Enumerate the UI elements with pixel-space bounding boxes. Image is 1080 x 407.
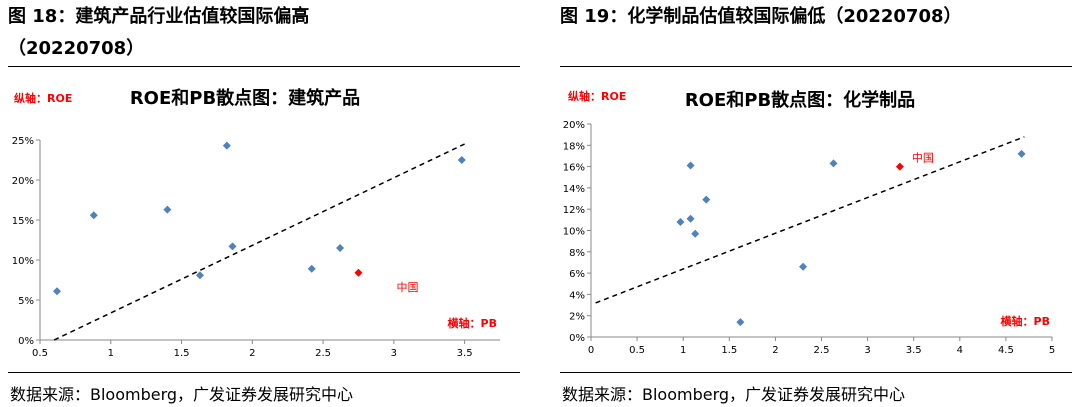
data-point [457,156,466,164]
x-tick-label: 2.5 [814,345,830,356]
y-tick-label: 0% [569,333,585,344]
china-point-label: 中国 [396,281,418,294]
data-point [336,244,345,252]
data-point [829,159,838,168]
data-point [228,242,237,251]
x-tick-label: 2 [249,348,255,359]
x-tick-label: 1 [680,345,686,356]
x-tick-label: 1.5 [174,348,190,359]
x-tick-label: 5 [1049,345,1055,356]
y-tick-label: 4% [569,290,585,301]
data-point [222,141,231,150]
right-figure-title: 图 19：化学制品估值较国际偏低（20220708） [560,6,962,27]
x-tick-label: 2.5 [315,348,331,359]
y-tick-label: 0% [18,336,34,347]
left-figure-title-line1: 图 18：建筑产品行业估值较国际偏高 [8,6,310,27]
x-tick-label: 3.5 [906,345,922,356]
data-point [799,262,808,271]
data-point [89,211,98,220]
chart-title: ROE和PB散点图：化学制品 [685,89,915,111]
data-point [676,217,685,226]
left-top-rule [8,66,520,67]
data-point [1017,149,1026,158]
x-tick-label: 1 [108,348,114,359]
right-scatter-chart: ROE和PB散点图：化学制品纵轴：ROE横轴：PB0%2%4%6%8%10%12… [563,89,1055,356]
y-tick-label: 8% [569,248,585,259]
data-point [702,195,711,204]
right-source-note: 数据来源：Bloomberg，广发证券发展研究中心 [562,385,906,404]
china-data-point [895,162,904,171]
x-tick-label: 0 [588,345,594,356]
right-bottom-rule [560,372,1072,373]
trend-line [53,143,465,341]
x-tick-label: 3 [864,345,870,356]
x-tick-label: 4 [957,345,963,356]
china-data-point [354,268,363,277]
right-top-rule [560,66,1072,67]
data-point [736,318,745,327]
left-figure-title-line2: （20220708） [8,38,145,59]
data-point [686,161,695,170]
data-point [195,271,204,280]
trend-line [595,136,1025,304]
y-tick-label: 10% [12,256,34,267]
y-axis-label: 纵轴：ROE [14,91,72,105]
y-tick-label: 25% [12,136,34,147]
left-scatter-chart: ROE和PB散点图：建筑产品 纵轴：ROE 横轴：PB 0% 5% 10% 15% 20% 25… [12,87,500,359]
y-axis-label: 纵轴：ROE [568,89,626,103]
left-bottom-rule [8,372,520,373]
data-point [163,205,172,214]
chart-title: ROE和PB散点图：建筑产品 [130,87,360,109]
x-tick-label: 0.5 [32,348,48,359]
y-tick-label: 14% [563,184,585,195]
data-point [307,264,316,273]
y-tick-label: 18% [563,141,585,152]
y-tick-label: 20% [12,176,34,187]
x-tick-label: 4.5 [998,345,1014,356]
y-tick-label: 10% [563,227,585,238]
data-point [686,214,695,223]
data-point [691,229,700,238]
x-axis-label: 横轴：PB [1001,314,1050,328]
y-tick-label: 12% [563,205,585,216]
x-tick-label: 3.5 [457,348,473,359]
left-source-note: 数据来源：Bloomberg，广发证券发展研究中心 [10,385,354,404]
x-tick-label: 1.5 [721,345,737,356]
data-point [52,287,61,296]
x-tick-label: 0.5 [629,345,645,356]
x-axis-label: 横轴：PB [448,316,497,330]
y-tick-label: 2% [569,312,585,323]
y-tick-label: 16% [563,163,585,174]
y-tick-label: 6% [569,269,585,280]
y-tick-label: 15% [12,216,34,227]
y-tick-label: 5% [18,296,34,307]
x-tick-label: 3 [391,348,397,359]
china-point-label: 中国 [912,152,934,165]
x-tick-label: 2 [772,345,778,356]
y-tick-label: 20% [563,120,585,131]
